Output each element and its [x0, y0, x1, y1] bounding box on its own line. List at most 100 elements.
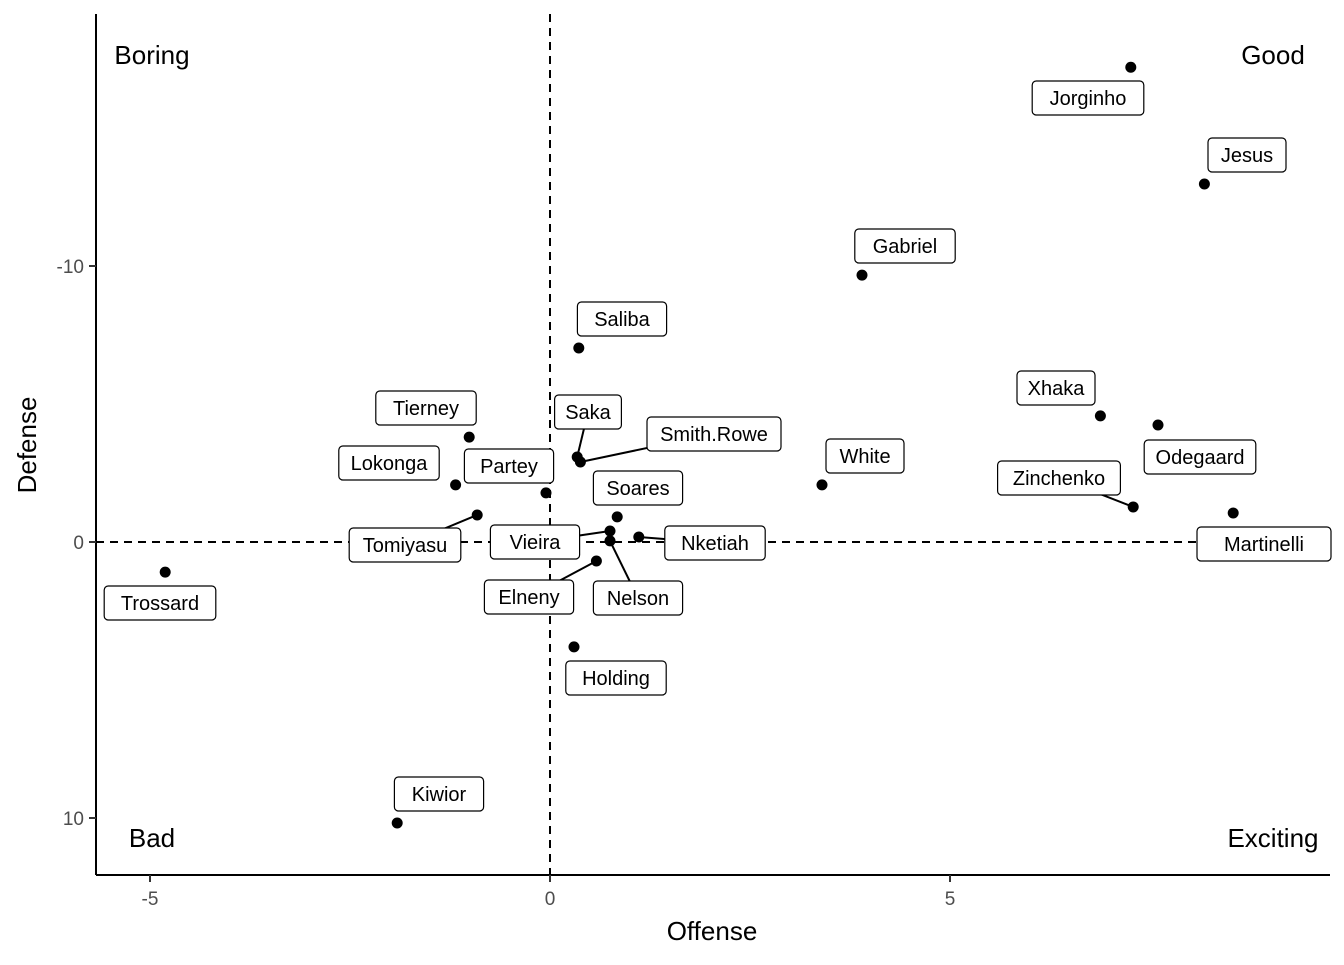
point-label: Elneny [483, 579, 575, 615]
x-tick-label: -5 [142, 889, 159, 910]
label-text: Xhaka [1028, 378, 1086, 400]
label-text: Zinchenko [1013, 468, 1105, 490]
point-label: Kiwior [393, 776, 485, 812]
label-box [103, 585, 217, 621]
data-point [633, 531, 645, 543]
label-box [646, 416, 782, 452]
label-box [463, 448, 555, 484]
x-tick-label: 5 [945, 889, 956, 910]
data-point [611, 511, 623, 523]
point-label: Saka [553, 394, 622, 430]
quadrant-label-top-right: Good [1241, 40, 1305, 70]
x-axis-title: Offense [667, 916, 758, 946]
plot-marks: Jorginho Jesus Gabriel Saliba Xhaka Odegaard T… [96, 14, 1332, 875]
label-box [553, 394, 622, 430]
label-text: Tomiyasu [363, 535, 447, 557]
data-point [574, 456, 586, 468]
label-box [1031, 80, 1145, 116]
point-label: Soares [592, 470, 684, 506]
point-label: Holding [565, 660, 667, 696]
label-text: Gabriel [873, 236, 937, 258]
label-box [592, 580, 684, 616]
label-text: Vieira [510, 532, 562, 554]
label-text: Martinelli [1224, 534, 1304, 556]
label-box [1196, 526, 1332, 562]
point-label: Jorginho [1031, 80, 1145, 116]
data-point [604, 535, 616, 547]
point-label: Gabriel [854, 228, 956, 264]
label-text: Kiwior [412, 784, 467, 806]
y-tick-label: 10 [63, 809, 84, 830]
label-text: Holding [582, 668, 650, 690]
label-box [348, 527, 462, 563]
quadrant-label-top-left: Boring [114, 40, 189, 70]
point-label: Martinelli [1196, 526, 1332, 562]
label-box [592, 470, 684, 506]
axis-ticks: -5 0 5 -10 0 10 [57, 257, 956, 910]
data-point [568, 641, 580, 653]
label-box [483, 579, 575, 615]
point-label: Jesus [1207, 137, 1287, 173]
label-box [825, 438, 905, 474]
data-point [816, 479, 828, 491]
label-box [854, 228, 956, 264]
point-label: Trossard [103, 585, 217, 621]
data-point [1125, 61, 1137, 73]
data-point [604, 525, 616, 537]
label-text: Smith.Rowe [660, 424, 768, 446]
label-box [393, 776, 485, 812]
data-point [540, 487, 552, 499]
label-text: Jorginho [1050, 88, 1127, 110]
label-text: Nelson [607, 588, 669, 610]
data-point [471, 509, 483, 521]
label-box [996, 460, 1121, 496]
label-text: Jesus [1221, 145, 1273, 167]
y-axis-title: Defense [12, 397, 42, 494]
data-point [590, 555, 602, 567]
label-box [375, 390, 477, 426]
label-box [664, 525, 766, 561]
point-label: Odegaard [1143, 439, 1257, 475]
point-label: Tomiyasu [348, 527, 462, 563]
data-point [1227, 507, 1239, 519]
point-labels: Jorginho Jesus Gabriel Saliba Xhaka Odegaard T… [103, 80, 1332, 812]
label-text: Odegaard [1156, 447, 1245, 469]
point-label: Nketiah [664, 525, 766, 561]
point-label: Nelson [592, 580, 684, 616]
data-point [1152, 419, 1164, 431]
label-box [489, 524, 581, 560]
point-label: Partey [463, 448, 555, 484]
label-text: Partey [480, 456, 538, 478]
data-point [573, 342, 585, 354]
data-point [1198, 178, 1210, 190]
data-point [1127, 501, 1139, 513]
data-point [450, 479, 462, 491]
label-text: Elneny [498, 587, 559, 609]
label-box [565, 660, 667, 696]
point-label: Xhaka [1016, 370, 1096, 406]
label-text: Trossard [121, 593, 199, 615]
quadrant-label-bottom-left: Bad [129, 823, 175, 853]
label-box [1143, 439, 1257, 475]
label-box [1207, 137, 1287, 173]
data-point [463, 431, 475, 443]
quadrant-label-bottom-right: Exciting [1227, 823, 1318, 853]
point-label: Lokonga [338, 445, 440, 481]
data-point [856, 269, 868, 281]
label-text: Soares [606, 478, 669, 500]
label-text: Lokonga [351, 453, 429, 475]
label-box [338, 445, 440, 481]
x-tick-label: 0 [545, 889, 556, 910]
point-label: Vieira [489, 524, 581, 560]
y-tick-label: 0 [73, 533, 84, 554]
label-text: Tierney [393, 398, 459, 420]
label-text: Nketiah [681, 533, 749, 555]
point-label: Zinchenko [996, 460, 1121, 496]
point-label: Saliba [576, 301, 668, 337]
points [159, 61, 1239, 829]
point-label: White [825, 438, 905, 474]
data-point [1094, 410, 1106, 422]
label-box [576, 301, 668, 337]
point-label: Smith.Rowe [646, 416, 782, 452]
point-label: Tierney [375, 390, 477, 426]
